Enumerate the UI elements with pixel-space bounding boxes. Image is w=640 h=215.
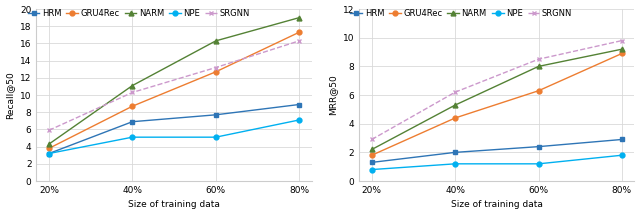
Line: GRU4Rec: GRU4Rec [47,30,301,151]
SRGNN [212,66,220,69]
SRGNN [534,58,542,60]
GRU4Rec [618,52,626,55]
GRU4Rec [45,147,53,150]
HRM [534,145,542,148]
NPE [534,163,542,165]
NARM [45,143,53,145]
Line: GRU4Rec: GRU4Rec [369,51,625,158]
SRGNN [618,39,626,42]
NPE [295,119,303,121]
HRM [295,103,303,106]
Line: SRGNN: SRGNN [369,38,625,142]
NARM [129,84,136,87]
SRGNN [129,91,136,94]
NARM [212,40,220,42]
Line: SRGNN: SRGNN [47,38,301,133]
X-axis label: Size of training data: Size of training data [451,200,543,209]
NPE [45,152,53,155]
SRGNN [368,138,376,141]
SRGNN [295,40,303,42]
HRM [618,138,626,141]
Line: HRM: HRM [369,137,625,165]
Legend: HRM, GRU4Rec, NARM, NPE, SRGNN: HRM, GRU4Rec, NARM, NPE, SRGNN [27,8,250,19]
GRU4Rec [295,31,303,34]
Line: NPE: NPE [47,118,301,156]
HRM [212,114,220,116]
Y-axis label: MRR@50: MRR@50 [328,75,337,115]
NARM [618,48,626,51]
HRM [451,151,459,154]
Line: NARM: NARM [369,47,625,152]
GRU4Rec [212,71,220,73]
Line: NARM: NARM [47,15,301,146]
GRU4Rec [451,117,459,119]
NARM [295,16,303,19]
NPE [451,163,459,165]
Line: NPE: NPE [369,153,625,172]
NARM [368,148,376,151]
NARM [451,104,459,106]
NARM [534,65,542,68]
SRGNN [45,129,53,132]
HRM [45,152,53,155]
Legend: HRM, GRU4Rec, NARM, NPE, SRGNN: HRM, GRU4Rec, NARM, NPE, SRGNN [349,8,573,19]
NPE [129,136,136,138]
GRU4Rec [129,105,136,108]
HRM [368,161,376,164]
Line: HRM: HRM [47,102,301,156]
GRU4Rec [534,89,542,92]
NPE [368,168,376,171]
NPE [212,136,220,138]
GRU4Rec [368,154,376,157]
NPE [618,154,626,157]
SRGNN [451,91,459,94]
HRM [129,120,136,123]
Y-axis label: Recall@50: Recall@50 [6,71,15,119]
X-axis label: Size of training data: Size of training data [128,200,220,209]
